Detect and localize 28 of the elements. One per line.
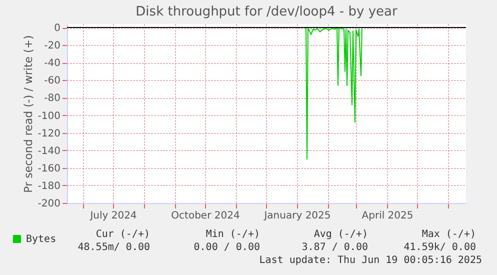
- y-tick-label: -100: [38, 110, 60, 122]
- text: 0.00 / 0.00: [194, 242, 260, 253]
- x-tick-label: January 2025: [263, 210, 331, 222]
- legend-label: Bytes: [26, 234, 56, 245]
- y-tick-label: -80: [44, 93, 60, 104]
- y-tick-label: -120: [38, 128, 60, 140]
- y-tick-label: -140: [38, 146, 60, 157]
- x-tick-label: April 2025: [362, 210, 414, 222]
- y-tick-label: 0: [54, 23, 60, 34]
- x-tick-label: July 2024: [89, 210, 137, 222]
- text: 3.87 / 0.00: [302, 242, 368, 253]
- text: 41.59k/ 0.00: [404, 242, 476, 253]
- y-axis-title: Pr second read (-) / write (+): [22, 35, 35, 193]
- y-tick-label: -20: [44, 40, 60, 52]
- y-tick-label: -60: [44, 76, 60, 87]
- y-tick-label: -200: [38, 198, 60, 210]
- text: Avg (-/+): [314, 229, 368, 240]
- text: Min (-/+): [206, 229, 260, 240]
- text: Max (-/+): [422, 229, 476, 240]
- text: Last update: Thu Jun 19 00:05:16 2025: [259, 255, 482, 266]
- y-tick-label: -180: [38, 180, 60, 192]
- chart-title: Disk throughput for /dev/loop4 - by year: [136, 4, 398, 20]
- line-series: [306, 27, 362, 160]
- y-tick-label: -40: [44, 58, 60, 70]
- x-tick-label: October 2024: [171, 210, 240, 222]
- text: 48.55m/ 0.00: [78, 242, 150, 253]
- y-tick-label: -160: [38, 163, 60, 174]
- text: Cur (-/+): [96, 229, 150, 240]
